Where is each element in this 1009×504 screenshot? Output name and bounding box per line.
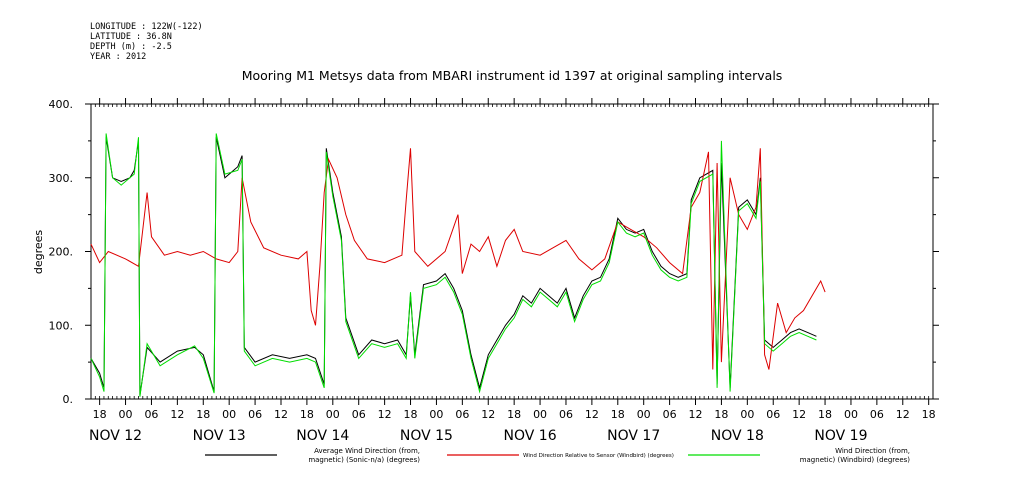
x-axis-ticks: 18 00 06 12 18 00 06 12 18 00 06 12 18 00 06 12 18 00 06 12…: [89, 98, 936, 444]
x-tick-label: 12: [378, 408, 392, 421]
legend-label-2: magnetic) (Windbird) (degrees): [800, 456, 911, 464]
x-tick-label: 12: [689, 408, 703, 421]
x-tick-label: 18: [922, 408, 936, 421]
x-tick-label: 12: [792, 408, 806, 421]
x-tick-label: 00: [533, 408, 547, 421]
x-tick-label: 12: [274, 408, 288, 421]
x-date-label: NOV 13: [193, 428, 246, 444]
x-tick-label: 18: [818, 408, 832, 421]
metadata-block: LONGITUDE : 122W(-122) LATITUDE : 36.8N …: [90, 22, 203, 62]
x-tick-label: 18: [404, 408, 418, 421]
x-tick-label: 00: [326, 408, 340, 421]
x-tick-label: 18: [611, 408, 625, 421]
x-tick-label: 06: [144, 408, 158, 421]
year-text: YEAR : 2012: [90, 52, 147, 62]
x-tick-label: 18: [196, 408, 210, 421]
legend: Average Wind Direction (from,magnetic) (…: [205, 447, 910, 464]
x-tick-label: 06: [663, 408, 677, 421]
legend-label-0: Average Wind Direction (from,: [314, 447, 420, 455]
series-line-2: [90, 133, 817, 397]
x-tick-label: 06: [248, 408, 262, 421]
x-tick-label: 00: [222, 408, 236, 421]
x-tick-label: 18: [714, 408, 728, 421]
x-tick-label: 12: [481, 408, 495, 421]
series-line-0: [90, 137, 817, 396]
x-date-label: NOV 12: [89, 428, 142, 444]
x-tick-label: 00: [119, 408, 133, 421]
x-date-label: NOV 17: [607, 428, 660, 444]
x-tick-label: 00: [637, 408, 651, 421]
y-axis-ticks: 0. 100. 200. 300. 400.: [49, 98, 939, 406]
series-layer: [90, 133, 826, 397]
plot-frame: [90, 103, 934, 400]
x-tick-label: 06: [559, 408, 573, 421]
legend-label-2: Wind Direction (from,: [835, 447, 910, 455]
series-line-1: [90, 148, 826, 370]
x-tick-label: 12: [896, 408, 910, 421]
longitude-text: LONGITUDE : 122W(-122): [90, 22, 203, 32]
x-date-label: NOV 18: [711, 428, 764, 444]
x-date-label: NOV 15: [400, 428, 453, 444]
depth-text: DEPTH (m) : -2.5: [90, 42, 172, 52]
x-tick-label: 06: [766, 408, 780, 421]
y-axis-label: degrees: [32, 230, 45, 275]
x-tick-label: 06: [455, 408, 469, 421]
legend-label-1: Wind Direction Relative to Sensor (Windb…: [523, 453, 674, 459]
x-date-label: NOV 16: [504, 428, 557, 444]
y-tick-label: 0.: [63, 393, 74, 406]
chart-title: Mooring M1 Metsys data from MBARI instru…: [242, 68, 783, 83]
x-tick-label: 06: [352, 408, 366, 421]
x-tick-label: 00: [844, 408, 858, 421]
x-tick-label: 12: [585, 408, 599, 421]
x-tick-label: 00: [429, 408, 443, 421]
x-tick-label: 00: [740, 408, 754, 421]
x-date-label: NOV 19: [814, 428, 867, 444]
x-tick-label: 18: [507, 408, 521, 421]
legend-label-0: magnetic) (Sonic-n/a) (degrees): [308, 456, 420, 464]
plot-border: [90, 103, 934, 400]
x-tick-label: 18: [300, 408, 314, 421]
y-tick-label: 300.: [49, 172, 74, 185]
y-tick-label: 200.: [49, 246, 74, 259]
y-tick-label: 100.: [49, 319, 74, 332]
x-date-label: NOV 14: [296, 428, 349, 444]
x-tick-label: 18: [93, 408, 107, 421]
latitude-text: LATITUDE : 36.8N: [90, 32, 172, 42]
x-tick-label: 06: [870, 408, 884, 421]
x-tick-label: 12: [170, 408, 184, 421]
y-tick-label: 400.: [49, 98, 74, 111]
